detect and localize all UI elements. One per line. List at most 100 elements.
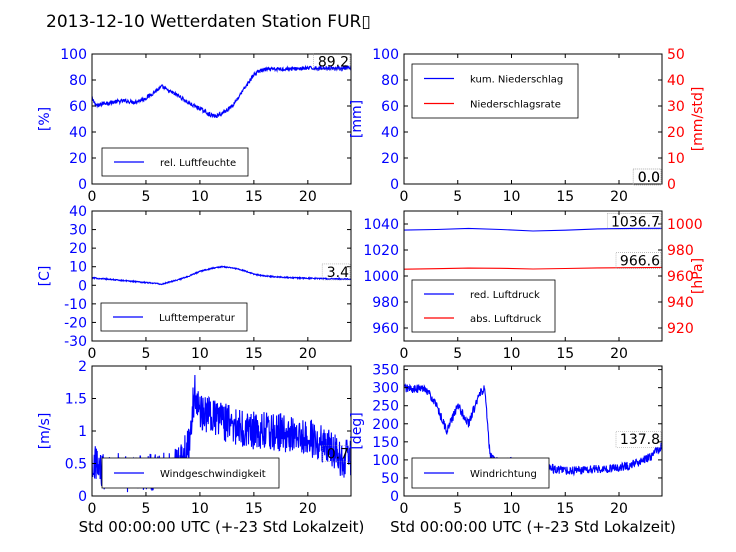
x-tick-label: 0 xyxy=(88,189,97,205)
x-axis-label: Std 00:00:00 UTC (+-23 Std Lokalzeit) xyxy=(79,518,365,536)
y-tick-label: 1000 xyxy=(363,269,399,285)
chart-panel-temperature: 0 5 10 15 20 -30 -20 -10 0 10 20 30 40 [C] 3.4 Lufttemp… xyxy=(37,204,352,362)
y-tick-label: 60 xyxy=(381,99,399,115)
x-tick-label: 5 xyxy=(141,501,150,517)
y-axis-label: [m/s] xyxy=(37,413,53,450)
value-label-2: 0.0 xyxy=(638,170,660,186)
legend-label: Windrichtung xyxy=(470,469,537,480)
y2-tick-label: 940 xyxy=(667,295,694,311)
y-tick-label: -10 xyxy=(64,297,87,313)
value-label-2-box xyxy=(615,252,662,269)
y-tick-label: 100 xyxy=(372,47,399,63)
legend: Lufttemperatur xyxy=(100,302,248,332)
y-tick-label: 1 xyxy=(78,424,87,440)
y-tick-label: 200 xyxy=(372,417,399,433)
series-line-temperature-0 xyxy=(92,265,351,286)
y-tick-label: -30 xyxy=(64,334,87,350)
legend-label: Windgeschwindigkeit xyxy=(160,469,266,480)
legend-label: kum. Niederschlag xyxy=(470,75,563,86)
y-tick-label: 0 xyxy=(78,278,87,294)
legend-box xyxy=(411,63,579,119)
y-tick-label: 100 xyxy=(60,47,87,63)
y-tick-label: -20 xyxy=(64,315,87,331)
y2-tick-label: 1000 xyxy=(667,217,703,233)
y2-tick-label: 10 xyxy=(667,151,685,167)
y2-tick-label: 980 xyxy=(667,243,694,259)
y-tick-label: 150 xyxy=(372,435,399,451)
value-label-box xyxy=(615,430,662,448)
y-tick-label: 10 xyxy=(69,260,87,276)
x-tick-label: 10 xyxy=(191,189,209,205)
y-tick-label: 0 xyxy=(390,489,399,505)
x-tick-label: 10 xyxy=(503,189,521,205)
y-tick-label: 0 xyxy=(390,177,399,193)
y2-axis-label: [hPa] xyxy=(690,258,706,294)
x-tick-label: 0 xyxy=(88,501,97,517)
y2-tick-label: 20 xyxy=(667,125,685,141)
x-tick-label: 15 xyxy=(556,346,574,362)
x-tick-label: 5 xyxy=(141,189,150,205)
chart-panel-precipitation: 0 5 10 15 20 0 20 40 60 80 100 0 10 20 30 40 50 [mm] [mm/s… xyxy=(349,47,706,205)
y-tick-label: 1040 xyxy=(363,217,399,233)
y-tick-label: 0 xyxy=(78,177,87,193)
y-tick-label: 40 xyxy=(69,204,87,220)
figure-title: 2013-12-10 Wetterdaten Station FUR▯ xyxy=(46,12,371,32)
x-tick-label: 20 xyxy=(299,346,317,362)
legend-label: red. Luftdruck xyxy=(470,290,540,301)
x-tick-label: 5 xyxy=(453,501,462,517)
y-axis-label: [%] xyxy=(37,107,53,131)
legend-label: abs. Luftdruck xyxy=(470,314,541,325)
axes-frame xyxy=(403,53,663,185)
legend: Windrichtung xyxy=(411,457,550,489)
value-label-2: 966.6 xyxy=(620,253,660,269)
value-label: 89.2 xyxy=(318,54,349,70)
y-tick-label: 980 xyxy=(372,295,399,311)
value-label: 137.8 xyxy=(620,432,660,448)
y-tick-label: 20 xyxy=(381,151,399,167)
x-tick-label: 15 xyxy=(245,501,263,517)
x-tick-label: 5 xyxy=(453,346,462,362)
y2-tick-label: 0 xyxy=(667,177,676,193)
y2-tick-label: 30 xyxy=(667,99,685,115)
y2-tick-label: 920 xyxy=(667,321,694,337)
y-tick-label: 20 xyxy=(69,151,87,167)
value-label: 3.4 xyxy=(327,265,349,281)
y-tick-label: 300 xyxy=(372,381,399,397)
y-tick-label: 40 xyxy=(381,125,399,141)
x-tick-label: 20 xyxy=(610,189,628,205)
y-tick-label: 350 xyxy=(372,363,399,379)
legend-label: Lufttemperatur xyxy=(159,313,236,324)
x-tick-label: 20 xyxy=(299,501,317,517)
chart-panel-humidity: 0 5 10 15 20 0 20 40 60 80 100 [%] 89.2 rel. Luftfeuc… xyxy=(37,47,352,205)
legend-label: rel. Luftfeuchte xyxy=(160,158,236,169)
x-tick-label: 15 xyxy=(245,346,263,362)
y-tick-label: 250 xyxy=(372,399,399,415)
legend: kum. Niederschlag Niederschlagsrate xyxy=(411,63,579,119)
y-tick-label: 0.5 xyxy=(65,457,87,473)
y-tick-label: 1.5 xyxy=(65,392,87,408)
x-tick-label: 20 xyxy=(610,346,628,362)
value-label-box xyxy=(313,52,351,70)
x-tick-label: 0 xyxy=(400,501,409,517)
y2-tick-label: 40 xyxy=(667,73,685,89)
x-tick-label: 10 xyxy=(503,501,521,517)
y2-tick-label: 960 xyxy=(667,269,694,285)
x-tick-label: 5 xyxy=(141,346,150,362)
legend-label: Niederschlagsrate xyxy=(470,100,561,111)
axes-frame xyxy=(91,53,352,185)
value-label-box xyxy=(607,212,662,230)
y2-axis-label: [mm/std] xyxy=(690,87,706,152)
x-tick-label: 5 xyxy=(453,189,462,205)
y-axis-label: [deg] xyxy=(349,412,365,449)
x-tick-label: 20 xyxy=(299,189,317,205)
y-tick-label: 30 xyxy=(69,223,87,239)
y2-tick-label: 50 xyxy=(667,47,685,63)
x-tick-label: 0 xyxy=(400,189,409,205)
y-tick-label: 2 xyxy=(78,359,87,375)
x-tick-label: 10 xyxy=(503,346,521,362)
x-tick-label: 15 xyxy=(245,189,263,205)
x-tick-label: 10 xyxy=(191,346,209,362)
